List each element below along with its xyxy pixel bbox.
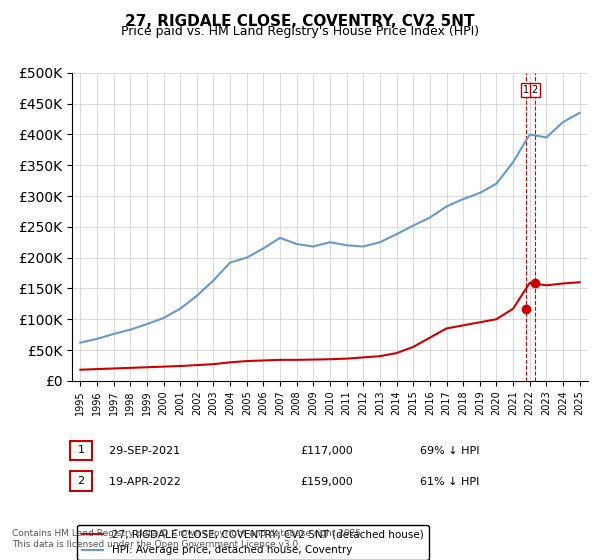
Text: 61% ↓ HPI: 61% ↓ HPI [420,477,479,487]
Text: 19-APR-2022: 19-APR-2022 [102,477,181,487]
Text: £159,000: £159,000 [300,477,353,487]
FancyBboxPatch shape [70,472,92,491]
FancyBboxPatch shape [70,441,92,460]
Text: Price paid vs. HM Land Registry's House Price Index (HPI): Price paid vs. HM Land Registry's House … [121,25,479,38]
Text: Contains HM Land Registry data © Crown copyright and database right 2025.
This d: Contains HM Land Registry data © Crown c… [12,529,364,549]
Text: 27, RIGDALE CLOSE, COVENTRY, CV2 5NT: 27, RIGDALE CLOSE, COVENTRY, CV2 5NT [125,14,475,29]
Text: 69% ↓ HPI: 69% ↓ HPI [420,446,479,456]
Legend: 27, RIGDALE CLOSE, COVENTRY, CV2 5NT (detached house), HPI: Average price, detac: 27, RIGDALE CLOSE, COVENTRY, CV2 5NT (de… [77,525,428,560]
Text: 2: 2 [77,476,85,486]
Text: £117,000: £117,000 [300,446,353,456]
Text: 1: 1 [77,445,85,455]
Text: 1: 1 [523,85,529,95]
Text: 29-SEP-2021: 29-SEP-2021 [102,446,180,456]
Text: 2: 2 [532,85,538,95]
